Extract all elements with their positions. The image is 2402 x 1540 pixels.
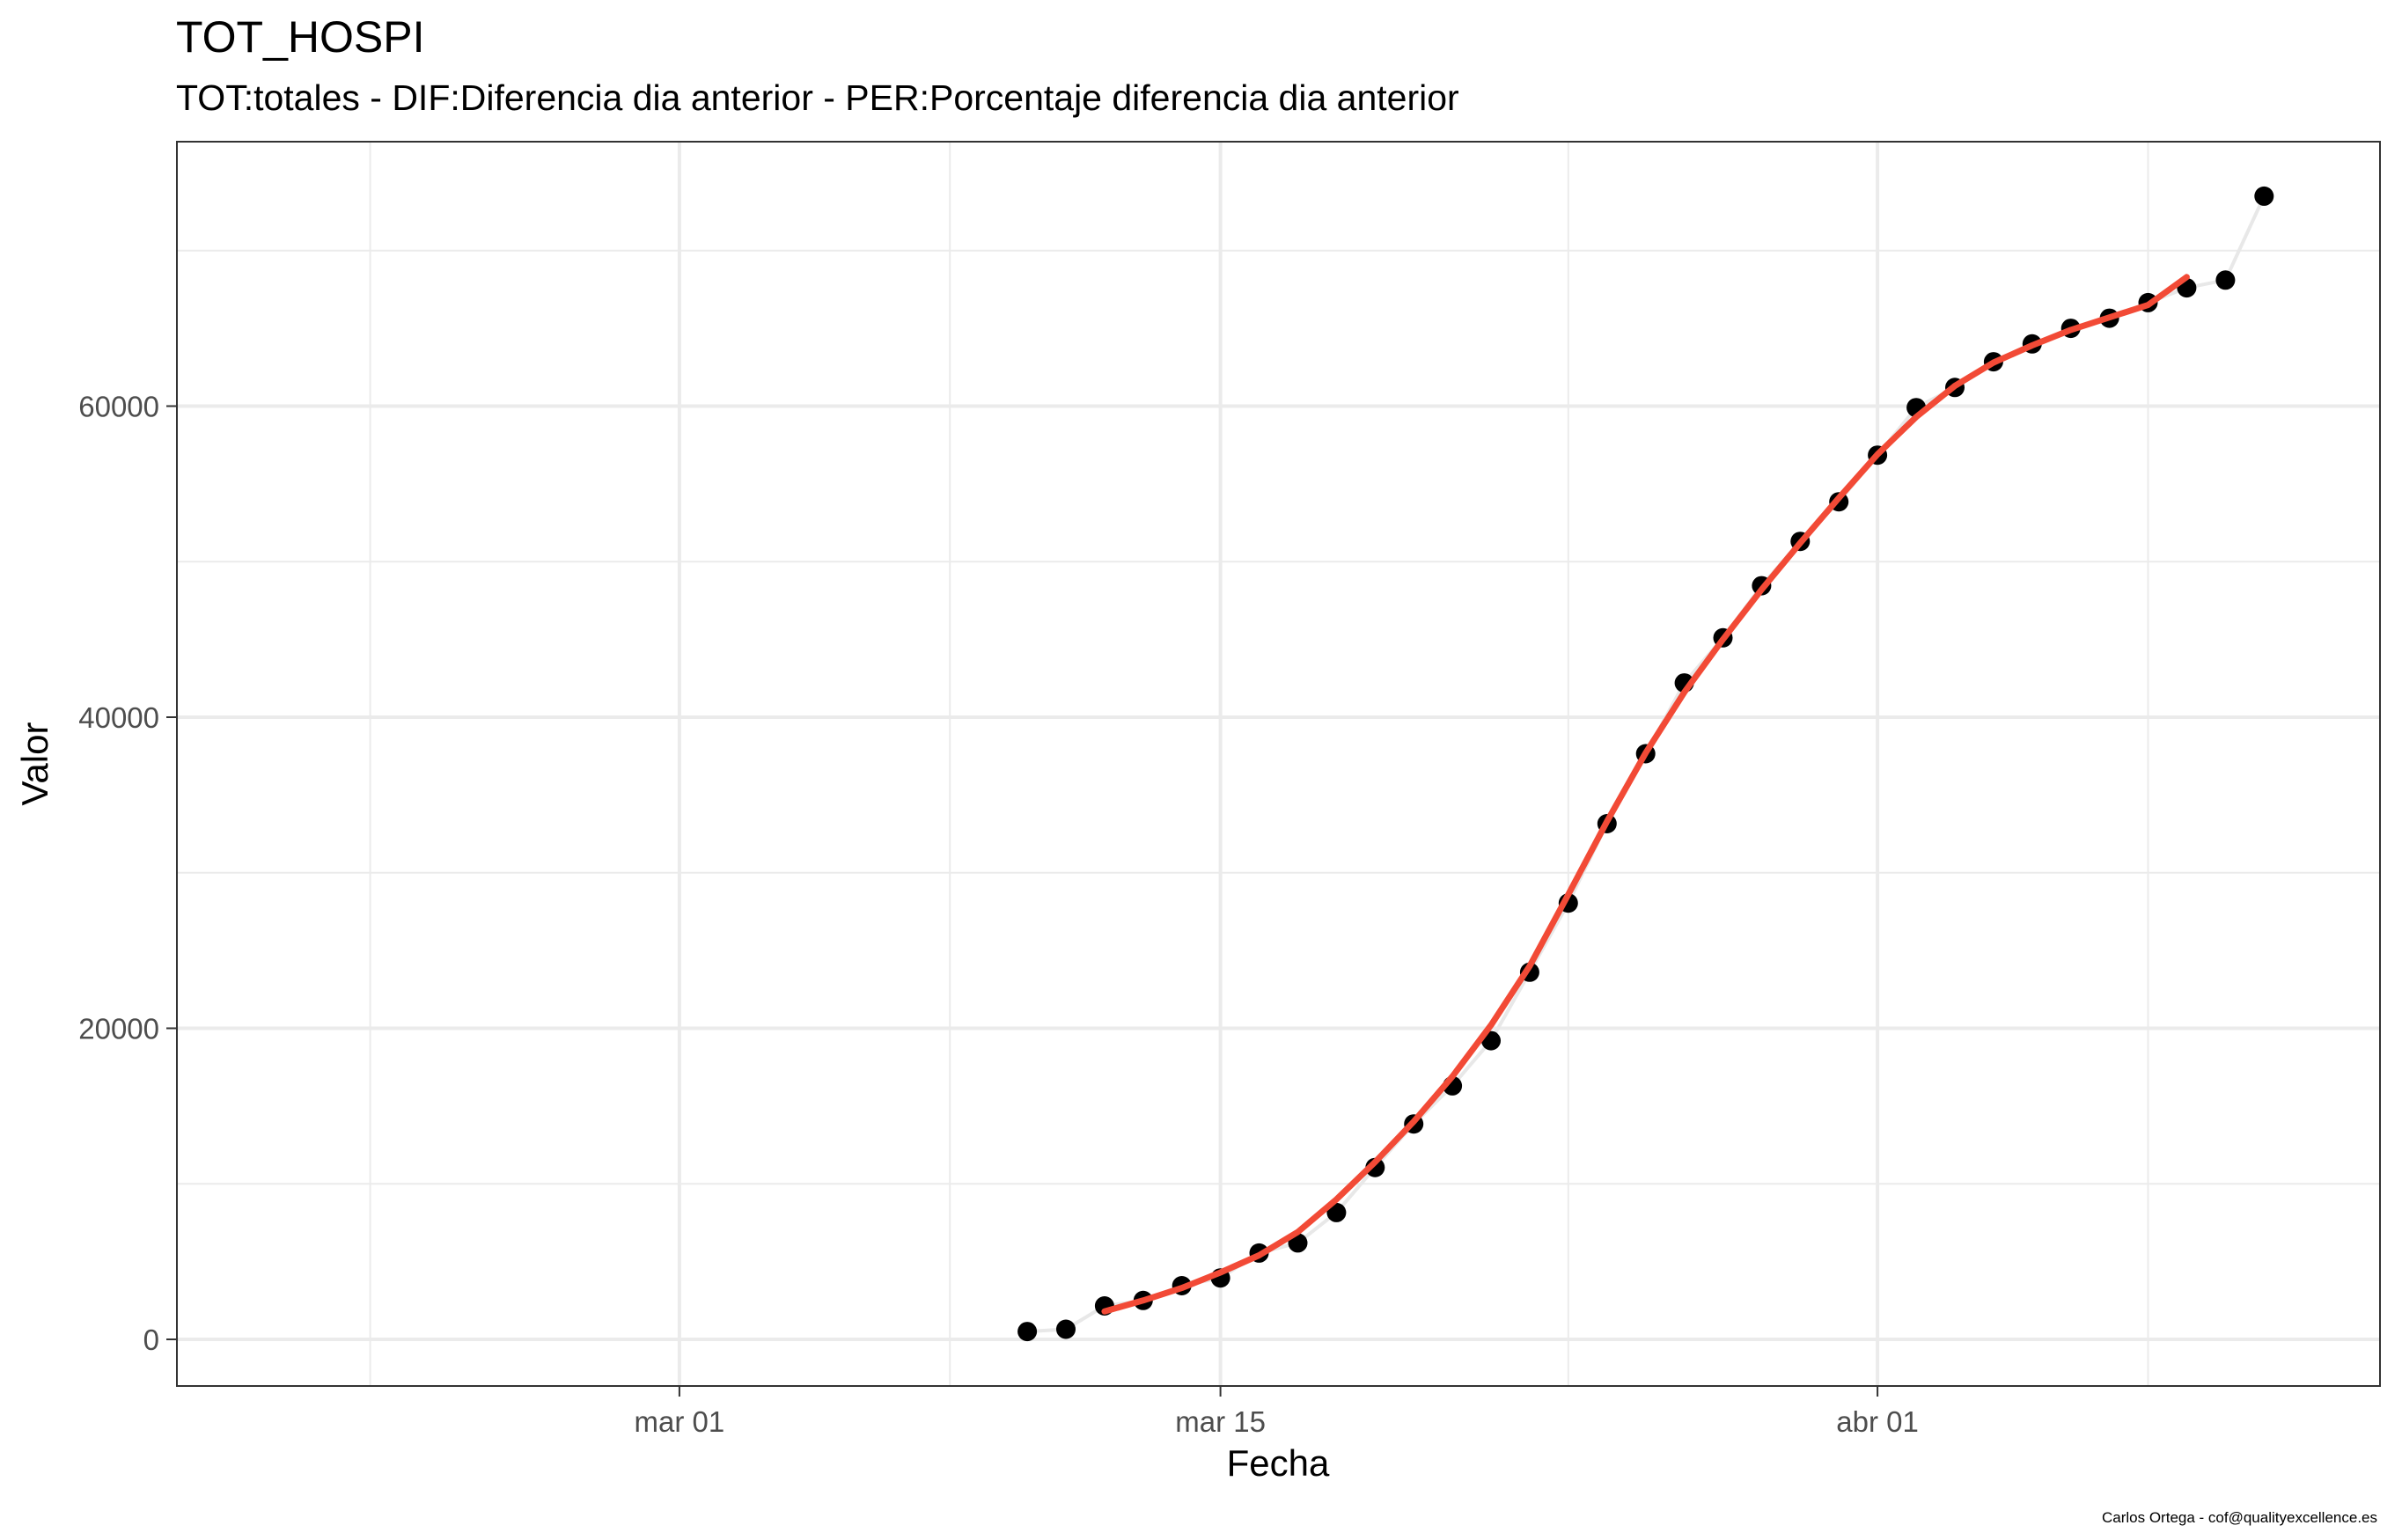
panel-border [176,141,2381,1387]
grid-minor [177,142,2380,1386]
x-tick-label-1: mar 15 [1175,1405,1266,1438]
data-point-2020-03-18 [1326,1202,1347,1222]
chart-caption: Carlos Ortega - cof@qualityexcellence.es [2101,1509,2377,1526]
x-axis-title: Fecha [1227,1442,1330,1484]
data-point-2020-04-10 [2215,270,2236,290]
y-axis-ticks: 0 20000 40000 60000 [78,391,177,1356]
panel-background [177,142,2380,1386]
y-tick-label-1: 20000 [78,1013,159,1045]
grid-major [177,142,2380,1386]
chart-title: TOT_HOSPI [176,12,425,62]
y-tick-label-0: 0 [143,1324,159,1356]
chart-subtitle: TOT:totales - DIF:Diferencia dia anterio… [176,77,1459,118]
smooth-trend-line [1101,274,2190,1315]
y-tick-label-3: 60000 [78,391,159,423]
x-tick-label-2: abr 01 [1836,1405,1919,1438]
data-point-2020-04-11 [2254,186,2274,206]
y-tick-label-2: 40000 [78,701,159,734]
x-tick-label-0: mar 01 [635,1405,725,1438]
y-axis-title: Valor [14,722,55,806]
data-point-2020-03-11 [1056,1319,1076,1339]
data-point-2020-03-10 [1017,1322,1038,1342]
x-axis-ticks: mar 01 mar 15 abr 01 [635,1386,1919,1438]
